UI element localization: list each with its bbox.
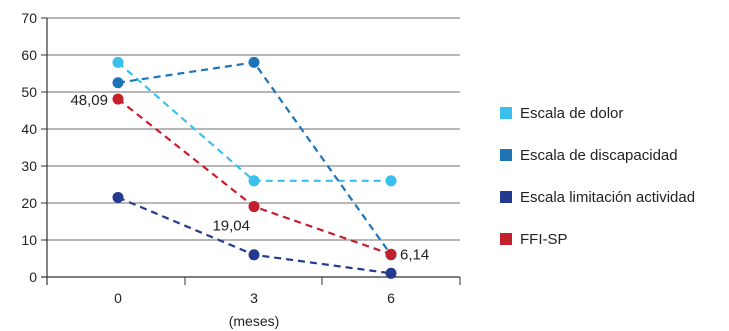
y-tick-label-50: 50 bbox=[21, 84, 37, 100]
y-tick-label-0: 0 bbox=[29, 269, 37, 285]
x-tick-label-3: 3 bbox=[250, 290, 258, 306]
series-2-point-0 bbox=[112, 191, 124, 203]
data-label-1: 19,04 bbox=[212, 218, 250, 235]
data-label-0: 48,09 bbox=[70, 92, 108, 109]
legend-swatch-3 bbox=[500, 233, 512, 245]
legend-swatch-0 bbox=[500, 107, 512, 119]
series-0-point-1 bbox=[248, 175, 260, 187]
legend-label-2: Escala limitación actividad bbox=[520, 189, 695, 206]
y-tick-label-20: 20 bbox=[21, 195, 37, 211]
y-tick-label-70: 70 bbox=[21, 10, 37, 26]
legend-label-0: Escala de dolor bbox=[520, 105, 623, 122]
series-2-point-1 bbox=[248, 249, 260, 261]
legend-label-3: FFI-SP bbox=[520, 231, 568, 248]
legend-label-1: Escala de discapacidad bbox=[520, 147, 678, 164]
data-label-2: 6,14 bbox=[400, 246, 429, 263]
y-tick-label-10: 10 bbox=[21, 232, 37, 248]
series-1-point-0 bbox=[112, 77, 124, 89]
series-line-1 bbox=[117, 61, 392, 256]
x-tick-label-6: 6 bbox=[387, 290, 395, 306]
series-3-point-0 bbox=[112, 93, 124, 105]
y-tick-label-40: 40 bbox=[21, 121, 37, 137]
series-line-0 bbox=[117, 61, 391, 182]
series-2-point-2 bbox=[385, 267, 397, 279]
y-tick-label-60: 60 bbox=[21, 47, 37, 63]
legend-swatch-1 bbox=[500, 149, 512, 161]
series-3-point-2 bbox=[385, 248, 397, 260]
series-0-point-2 bbox=[385, 175, 397, 187]
series-3-point-1 bbox=[248, 201, 260, 213]
legend-swatch-2 bbox=[500, 191, 512, 203]
y-tick-label-30: 30 bbox=[21, 158, 37, 174]
series-0-point-0 bbox=[112, 56, 124, 68]
x-axis-label: (meses) bbox=[229, 313, 280, 329]
series-1-point-1 bbox=[248, 56, 260, 68]
x-tick-label-0: 0 bbox=[114, 290, 122, 306]
